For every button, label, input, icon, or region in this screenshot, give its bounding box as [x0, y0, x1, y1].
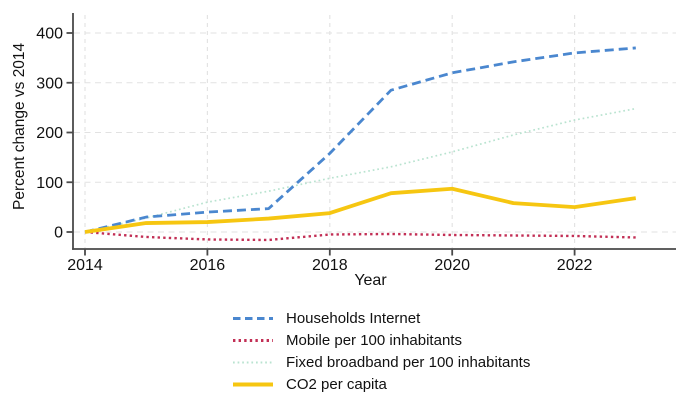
- solid-line-swatch-icon: [233, 382, 273, 386]
- legend-item-households-internet: Households Internet: [232, 307, 530, 329]
- svg-text:2020: 2020: [434, 257, 470, 274]
- svg-text:300: 300: [36, 75, 63, 92]
- legend-label: Fixed broadband per 100 inhabitants: [286, 353, 531, 371]
- legend-label: CO2 per capita: [286, 375, 387, 393]
- svg-text:2018: 2018: [312, 257, 348, 274]
- plot-canvas: 0 100 200 300 400 2014 2016 2018 2020 2022: [36, 13, 676, 274]
- legend-item-fixed-broadband: Fixed broadband per 100 inhabitants: [232, 351, 530, 373]
- legend: Households Internet Mobile per 100 inhab…: [232, 307, 530, 395]
- x-axis-label: Year: [354, 272, 387, 289]
- svg-text:0: 0: [54, 225, 63, 242]
- fine-dotted-line-swatch-icon: [233, 361, 273, 363]
- svg-text:400: 400: [36, 26, 63, 43]
- y-axis-label: Percent change vs 2014: [11, 42, 28, 210]
- legend-item-co2-per-capita: CO2 per capita: [232, 373, 530, 395]
- svg-text:100: 100: [36, 175, 63, 192]
- svg-text:2022: 2022: [557, 257, 593, 274]
- svg-text:2014: 2014: [67, 257, 103, 274]
- dotted-line-swatch-icon: [233, 338, 273, 342]
- legend-label: Households Internet: [286, 309, 421, 327]
- svg-text:200: 200: [36, 125, 63, 142]
- legend-item-mobile-per-100: Mobile per 100 inhabitants: [232, 329, 530, 351]
- legend-label: Mobile per 100 inhabitants: [286, 331, 462, 349]
- svg-text:2016: 2016: [190, 257, 226, 274]
- dashed-line-swatch-icon: [233, 316, 273, 320]
